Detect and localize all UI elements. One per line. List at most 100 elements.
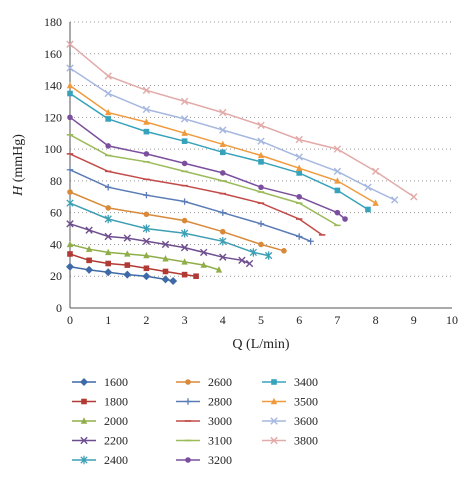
data-point-1800-2 [105,260,111,267]
data-point-3200-1 [105,143,111,149]
data-point-2600-5 [258,241,264,248]
series-3200 [67,114,348,222]
data-point-3200-2 [143,151,150,157]
data-point-2000-3 [124,250,131,257]
data-point-1800-0 [67,251,73,257]
data-point-3400-1 [105,116,111,122]
legend: 1600 1800 2000 2200 2400 2600 2800 3000 3100 3200… [72,375,318,467]
data-point-3500-1 [105,108,112,116]
legend-entry-1600: 1600 [72,375,128,389]
x-tick-label-9: 9 [411,313,417,327]
x-tick-label-1: 1 [105,313,111,327]
data-point-2600-0 [67,189,73,195]
data-point-2200-2 [104,232,112,241]
data-point-3500-2 [143,118,150,125]
legend-entry-3500: 3500 [262,395,318,409]
series-line-3000 [69,153,323,236]
series-2800 [66,166,314,245]
data-point-2800-5 [257,220,265,227]
data-point-3500-3 [181,129,188,136]
data-point-3500-7 [334,177,341,184]
series-3000 [66,153,326,236]
x-tick-label-5: 5 [258,313,264,327]
series-1600 [66,262,178,285]
data-point-2600-2 [143,211,150,218]
data-point-2400-1 [104,214,112,224]
data-point-3400-4 [220,149,226,156]
data-point-3200-3 [181,160,188,167]
data-point-2600-4 [220,228,226,235]
data-point-2200-5 [161,240,170,249]
data-point-3800-0 [66,40,74,48]
legend-marker-2000 [80,417,88,424]
data-point-2800-6 [296,233,303,240]
x-tick-label-6: 6 [296,313,302,327]
data-point-3600-1 [104,89,112,98]
data-point-2200-1 [85,226,93,234]
data-point-3800-1 [104,72,112,80]
legend-entry-2600: 2600 [176,375,232,389]
legend-entry-2800: 2800 [176,395,232,409]
legend-entry-3200: 3200 [176,453,232,467]
series-2400 [66,198,273,260]
legend-entry-1800: 1800 [72,395,128,409]
legend-entry-2000: 2000 [72,414,128,428]
legend-label-3400: 3400 [294,375,318,389]
data-point-3400-0 [67,90,73,97]
legend-entry-3400: 3400 [262,375,318,389]
data-point-3200-0 [67,114,73,121]
data-point-3800-3 [180,97,189,106]
legend-marker-1600 [80,378,88,386]
data-point-3800-5 [257,121,265,129]
legend-marker-1800 [81,398,87,405]
data-point-3500-5 [257,151,265,159]
data-point-2800-1 [105,184,112,191]
data-point-3600-7 [333,167,342,176]
series-line-3800 [69,43,415,198]
data-point-3500-8 [372,199,379,206]
data-point-2600-3 [181,217,188,224]
data-point-3500-4 [219,140,226,148]
series-line-2400 [69,202,269,257]
y-axis-title-unit: (mmHg) [11,134,26,186]
data-point-1600-2 [104,268,113,277]
legend-marker-3500 [270,397,278,405]
data-point-2400-2 [142,224,151,233]
data-point-3600-2 [142,105,151,114]
x-tick-label-10: 10 [446,313,458,327]
y-tick-label-160: 160 [44,47,62,61]
data-point-2200-8 [219,253,227,261]
x-tick-label-4: 4 [220,313,226,327]
legend-entry-3000: 3000 [176,414,232,428]
legend-marker-2600 [185,379,191,385]
x-tick-label-8: 8 [373,313,379,327]
data-point-3400-5 [258,159,264,165]
legend-marker-3200 [185,457,191,463]
series-3100 [66,134,341,227]
data-point-1800-5 [162,268,169,275]
series-2600 [67,189,287,254]
data-point-2000-2 [105,248,112,256]
data-point-2800-3 [181,198,188,205]
data-point-3800-6 [295,135,303,144]
data-point-2400-6 [264,251,273,260]
data-point-2800-7 [307,238,314,245]
legend-entry-3100: 3100 [176,434,232,448]
y-tick-label-120: 120 [44,110,62,124]
legend-marker-2400 [80,455,88,465]
legend-label-3000: 3000 [208,414,232,428]
legend-entry-3600: 3600 [262,414,318,428]
y-tick-label-140: 140 [44,79,62,93]
data-point-2200-10 [245,259,254,268]
y-tick-label-80: 80 [50,174,62,188]
data-point-1800-6 [181,271,188,278]
legend-entry-2400: 2400 [72,453,128,467]
data-point-3600-0 [66,64,74,72]
legend-label-1800: 1800 [104,395,128,409]
x-tick-label-7: 7 [334,313,340,327]
data-point-2000-0 [66,240,74,248]
data-point-1800-4 [143,265,150,272]
data-point-3600-9 [391,196,399,204]
